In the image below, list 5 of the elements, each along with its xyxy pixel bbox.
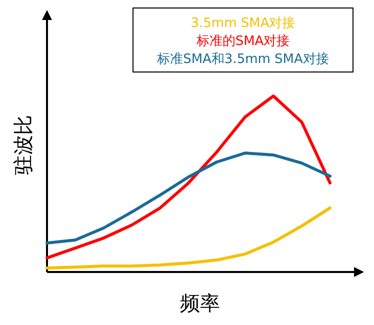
text: 标准SMA和3.5mm SMA对接 [156,52,329,67]
x-axis-title: 频率 [180,291,220,315]
y-axis-title: 驻波比 [11,115,35,175]
text: 3.5mm SMA对接 [190,16,296,31]
text: 标准的SMA对接 [195,34,290,49]
